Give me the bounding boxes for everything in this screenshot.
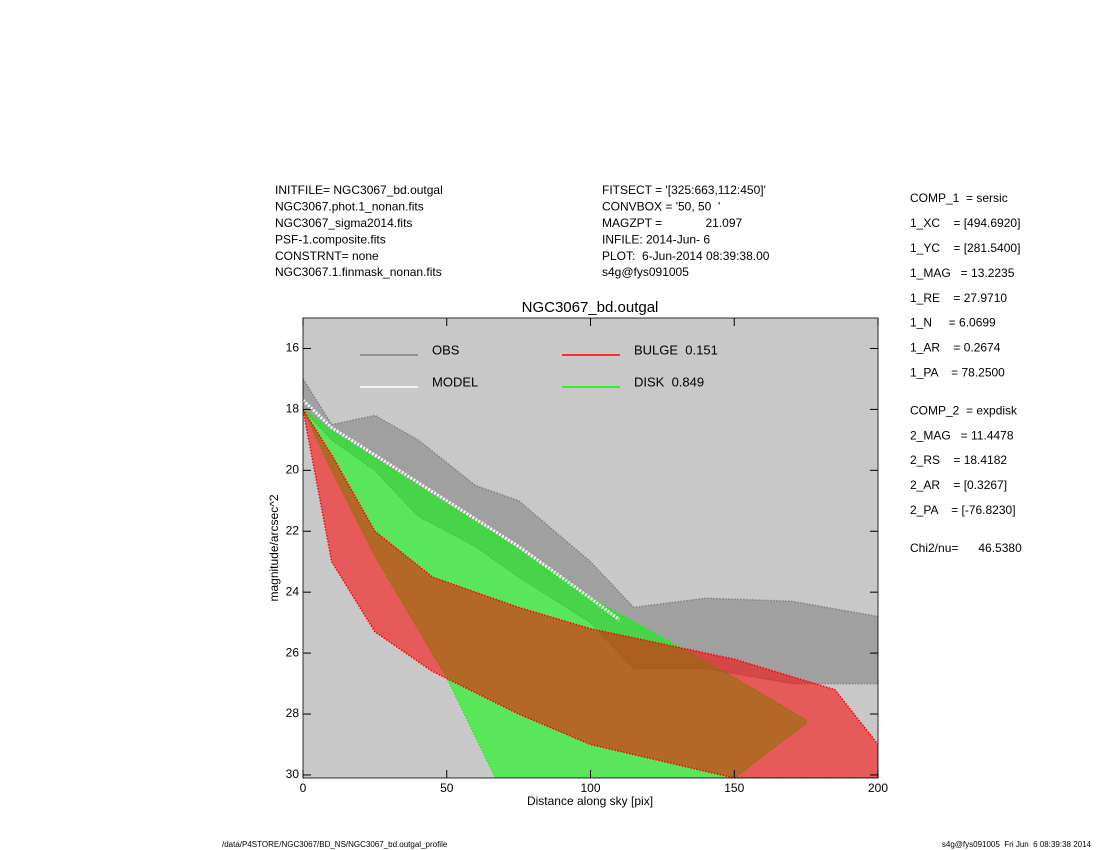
x-tick-label: 50	[440, 781, 454, 795]
header-line: NGC3067.phot.1_nonan.fits	[275, 200, 424, 214]
x-tick-label: 0	[300, 781, 307, 795]
fit-parameter: COMP_1 = sersic	[910, 191, 1008, 205]
header-line: INITFILE= NGC3067_bd.outgal	[275, 183, 443, 197]
fit-parameter: 1_MAG = 13.2235	[910, 266, 1015, 280]
y-tick-label: 22	[286, 523, 300, 537]
fit-parameter: 1_YC = [281.5400]	[910, 241, 1020, 255]
y-tick-label: 30	[286, 767, 300, 781]
fit-parameter: 1_AR = 0.2674	[910, 341, 1001, 355]
legend-label: OBS	[432, 342, 460, 357]
y-tick-label: 16	[286, 341, 300, 355]
y-tick-label: 20	[286, 462, 300, 476]
x-tick-label: 150	[724, 781, 744, 795]
fit-parameter: 2_AR = [0.3267]	[910, 478, 1007, 492]
x-axis-label: Distance along sky [pix]	[527, 794, 653, 808]
line	[303, 399, 621, 621]
y-tick-label: 24	[286, 584, 300, 598]
header-line: NGC3067.1.finmask_nonan.fits	[275, 265, 442, 279]
y-tick-label: 26	[286, 645, 300, 659]
header-line: NGC3067_sigma2014.fits	[275, 216, 412, 230]
header-line: MAGZPT = 21.097	[602, 216, 742, 230]
fit-parameter: 1_RE = 27.9710	[910, 291, 1007, 305]
fit-parameter: 2_RS = 18.4182	[910, 453, 1007, 467]
y-tick-label: 28	[286, 706, 300, 720]
fit-parameter: 1_XC = [494.6920]	[910, 216, 1020, 230]
fit-parameter: 2_PA = [-76.8230]	[910, 503, 1016, 517]
header-line: s4g@fys091005	[602, 265, 689, 279]
y-tick-label: 18	[286, 402, 300, 416]
header-line: CONVBOX = '50, 50 '	[602, 200, 720, 214]
legend-label: MODEL	[432, 374, 478, 389]
footer-path: /data/P4STORE/NGC3067/BD_NS/NGC3067_bd.o…	[222, 840, 448, 849]
header-line: PSF-1.composite.fits	[275, 232, 386, 246]
fit-parameter: 1_N = 6.0699	[910, 316, 996, 330]
header-line: PLOT: 6-Jun-2014 08:39:38.00	[602, 249, 770, 263]
chart-title: NGC3067_bd.outgal	[522, 299, 659, 316]
x-tick-label: 100	[580, 781, 600, 795]
legend-label: BULGE 0.151	[634, 342, 718, 357]
footer-stamp: s4g@fys091005 Fri Jun 6 08:39:38 2014	[942, 840, 1092, 849]
band	[303, 408, 878, 778]
plot-marks	[303, 377, 878, 778]
y-axis-label: magnitude/arcsec^2	[267, 494, 281, 601]
x-tick-label: 200	[868, 781, 888, 795]
header-line: FITSECT = '[325:663,112:450]'	[602, 183, 766, 197]
legend-label: DISK 0.849	[634, 374, 704, 389]
header-line: CONSTRNT= none	[275, 249, 379, 263]
fit-parameter: 2_MAG = 11.4478	[910, 428, 1014, 442]
fit-parameter: COMP_2 = expdisk	[910, 403, 1018, 417]
header-line: INFILE: 2014-Jun- 6	[602, 232, 710, 246]
fit-parameter: Chi2/nu= 46.5380	[910, 541, 1022, 555]
fit-parameter: 1_PA = 78.2500	[910, 365, 1005, 379]
